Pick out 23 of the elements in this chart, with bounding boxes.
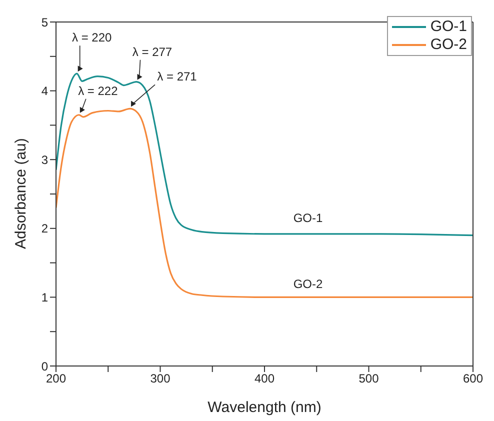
annotation: λ = 222 xyxy=(78,84,118,98)
y-tick-label: 5 xyxy=(41,15,48,30)
legend-label: GO-2 xyxy=(430,36,467,54)
y-axis-title: Adsorbance (au) xyxy=(12,138,30,249)
x-tick-label: 400 xyxy=(254,372,275,386)
x-tick-label: 600 xyxy=(462,372,484,386)
annotation: λ = 277 xyxy=(132,44,172,59)
line-series xyxy=(56,72,473,236)
y-tick-label: 2 xyxy=(41,222,48,236)
annotation: λ = 220 xyxy=(72,30,112,45)
annotation: GO-1 xyxy=(293,211,323,225)
x-axis-title: Wavelength (nm) xyxy=(208,399,322,416)
y-tick-label: 3 xyxy=(41,152,48,167)
y-tick-label: 1 xyxy=(41,290,48,304)
y-tick-label: 0 xyxy=(41,359,48,374)
annotation: GO-2 xyxy=(293,277,323,291)
annotation: λ = 271 xyxy=(157,70,198,84)
x-tick-label: 500 xyxy=(358,372,380,386)
x-tick-label: 300 xyxy=(150,372,171,386)
legend-label: GO-1 xyxy=(430,18,467,36)
x-tick-label: 200 xyxy=(46,372,66,386)
y-tick-label: 4 xyxy=(41,84,48,98)
line-series xyxy=(56,108,473,298)
